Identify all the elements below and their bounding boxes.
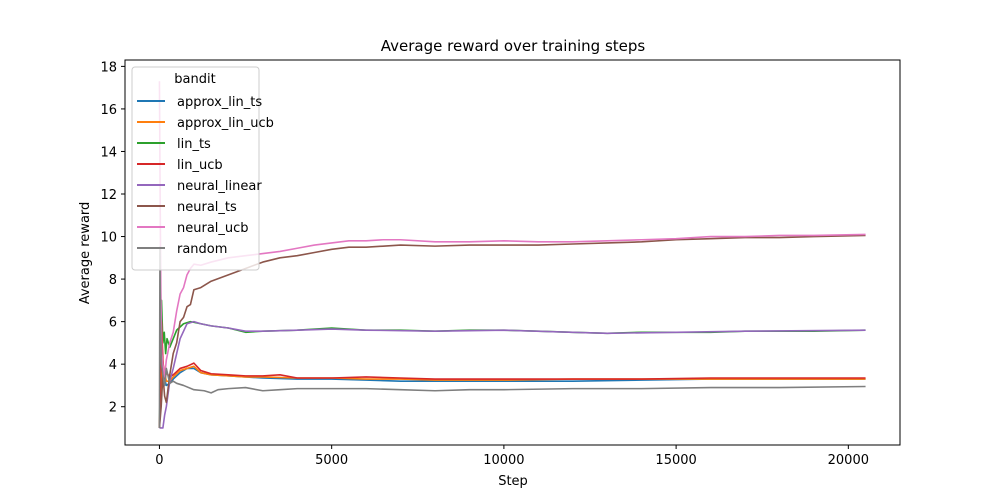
legend-label: neural_linear	[177, 179, 262, 194]
y-axis-label: Average reward	[78, 202, 93, 305]
y-tick-label: 2	[109, 401, 117, 416]
y-tick-label: 4	[109, 358, 117, 373]
legend-label: approx_lin_ucb	[177, 116, 274, 131]
legend-label: approx_lin_ts	[177, 95, 262, 110]
legend-label: random	[177, 242, 227, 257]
x-tick-label: 5000	[315, 453, 348, 468]
y-tick-label: 6	[109, 316, 117, 331]
legend-label: neural_ucb	[177, 221, 249, 236]
series-layer	[158, 81, 866, 429]
x-tick-label: 20000	[828, 453, 869, 468]
series-line-neural-ucb	[158, 81, 866, 378]
plot-area-frame	[124, 59, 901, 446]
y-tick-label: 10	[100, 231, 117, 246]
x-axis: 0 5000 10000 15000 20000	[155, 445, 869, 468]
legend-label: neural_ts	[177, 200, 237, 215]
chart-title: Average reward over training steps	[381, 37, 646, 55]
legend-box	[131, 66, 260, 271]
legend-title: bandit	[174, 72, 215, 87]
x-axis-label: Step	[498, 474, 528, 489]
legend-label: lin_ucb	[177, 158, 223, 173]
y-tick-label: 8	[109, 273, 117, 288]
x-tick-label: 15000	[655, 453, 696, 468]
legend: bandit approx_lin_ts approx_lin_ucb lin_tsl…	[131, 66, 274, 271]
series-line-random	[158, 246, 866, 428]
y-axis: 2 4 6 8 10 12 14 16 18	[100, 60, 125, 416]
series-line-neural-ts	[158, 234, 866, 429]
legend-label: lin_ts	[177, 137, 211, 152]
y-tick-label: 16	[100, 103, 117, 118]
y-tick-label: 12	[100, 188, 117, 203]
y-tick-label: 18	[100, 60, 117, 75]
x-tick-label: 10000	[483, 453, 524, 468]
y-tick-label: 14	[100, 145, 117, 160]
x-tick-label: 0	[155, 453, 163, 468]
